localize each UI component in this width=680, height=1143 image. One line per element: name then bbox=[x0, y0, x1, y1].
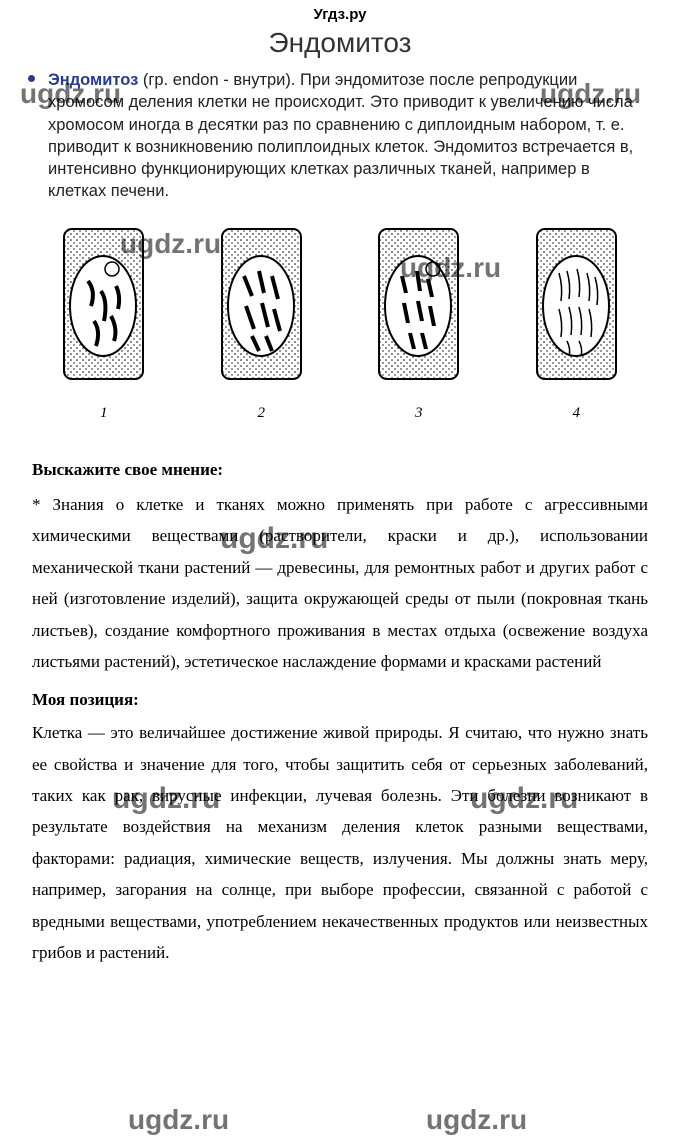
bullet-icon bbox=[28, 75, 35, 82]
cell-label-2: 2 bbox=[258, 405, 266, 422]
cell-diagram-2-icon bbox=[204, 221, 319, 391]
opinion-body: * Знания о клетке и тканях можно применя… bbox=[32, 489, 648, 678]
definition-text: Эндомитоз (гр. endon - внутри). При эндо… bbox=[48, 69, 652, 203]
diagram-row: 1 2 3 bbox=[0, 203, 680, 426]
watermark: ugdz.ru bbox=[128, 1104, 229, 1136]
page-title: Эндомитоз bbox=[0, 27, 680, 59]
definition-rest: (гр. endon - внутри). При эндомитозе пос… bbox=[48, 71, 633, 200]
cell-3: 3 bbox=[345, 221, 493, 422]
term: Эндомитоз bbox=[48, 71, 138, 89]
position-body: Клетка — это величайшее достижение живой… bbox=[32, 717, 648, 969]
site-header: Угдз.ру bbox=[0, 0, 680, 23]
opinion-heading: Выскажите свое мнение: bbox=[32, 454, 648, 485]
cell-label-3: 3 bbox=[415, 405, 423, 422]
watermark: ugdz.ru bbox=[426, 1104, 527, 1136]
cell-diagram-4-icon bbox=[519, 221, 634, 391]
body-text: Выскажите свое мнение: * Знания о клетке… bbox=[0, 454, 680, 969]
cell-diagram-3-icon bbox=[361, 221, 476, 391]
cell-1: 1 bbox=[30, 221, 178, 422]
cell-2: 2 bbox=[188, 221, 336, 422]
position-heading: Моя позиция: bbox=[32, 684, 648, 715]
cell-label-4: 4 bbox=[573, 405, 581, 422]
cell-label-1: 1 bbox=[100, 405, 108, 422]
cell-diagram-1-icon bbox=[46, 221, 161, 391]
cell-4: 4 bbox=[503, 221, 651, 422]
definition-block: Эндомитоз (гр. endon - внутри). При эндо… bbox=[0, 69, 680, 203]
